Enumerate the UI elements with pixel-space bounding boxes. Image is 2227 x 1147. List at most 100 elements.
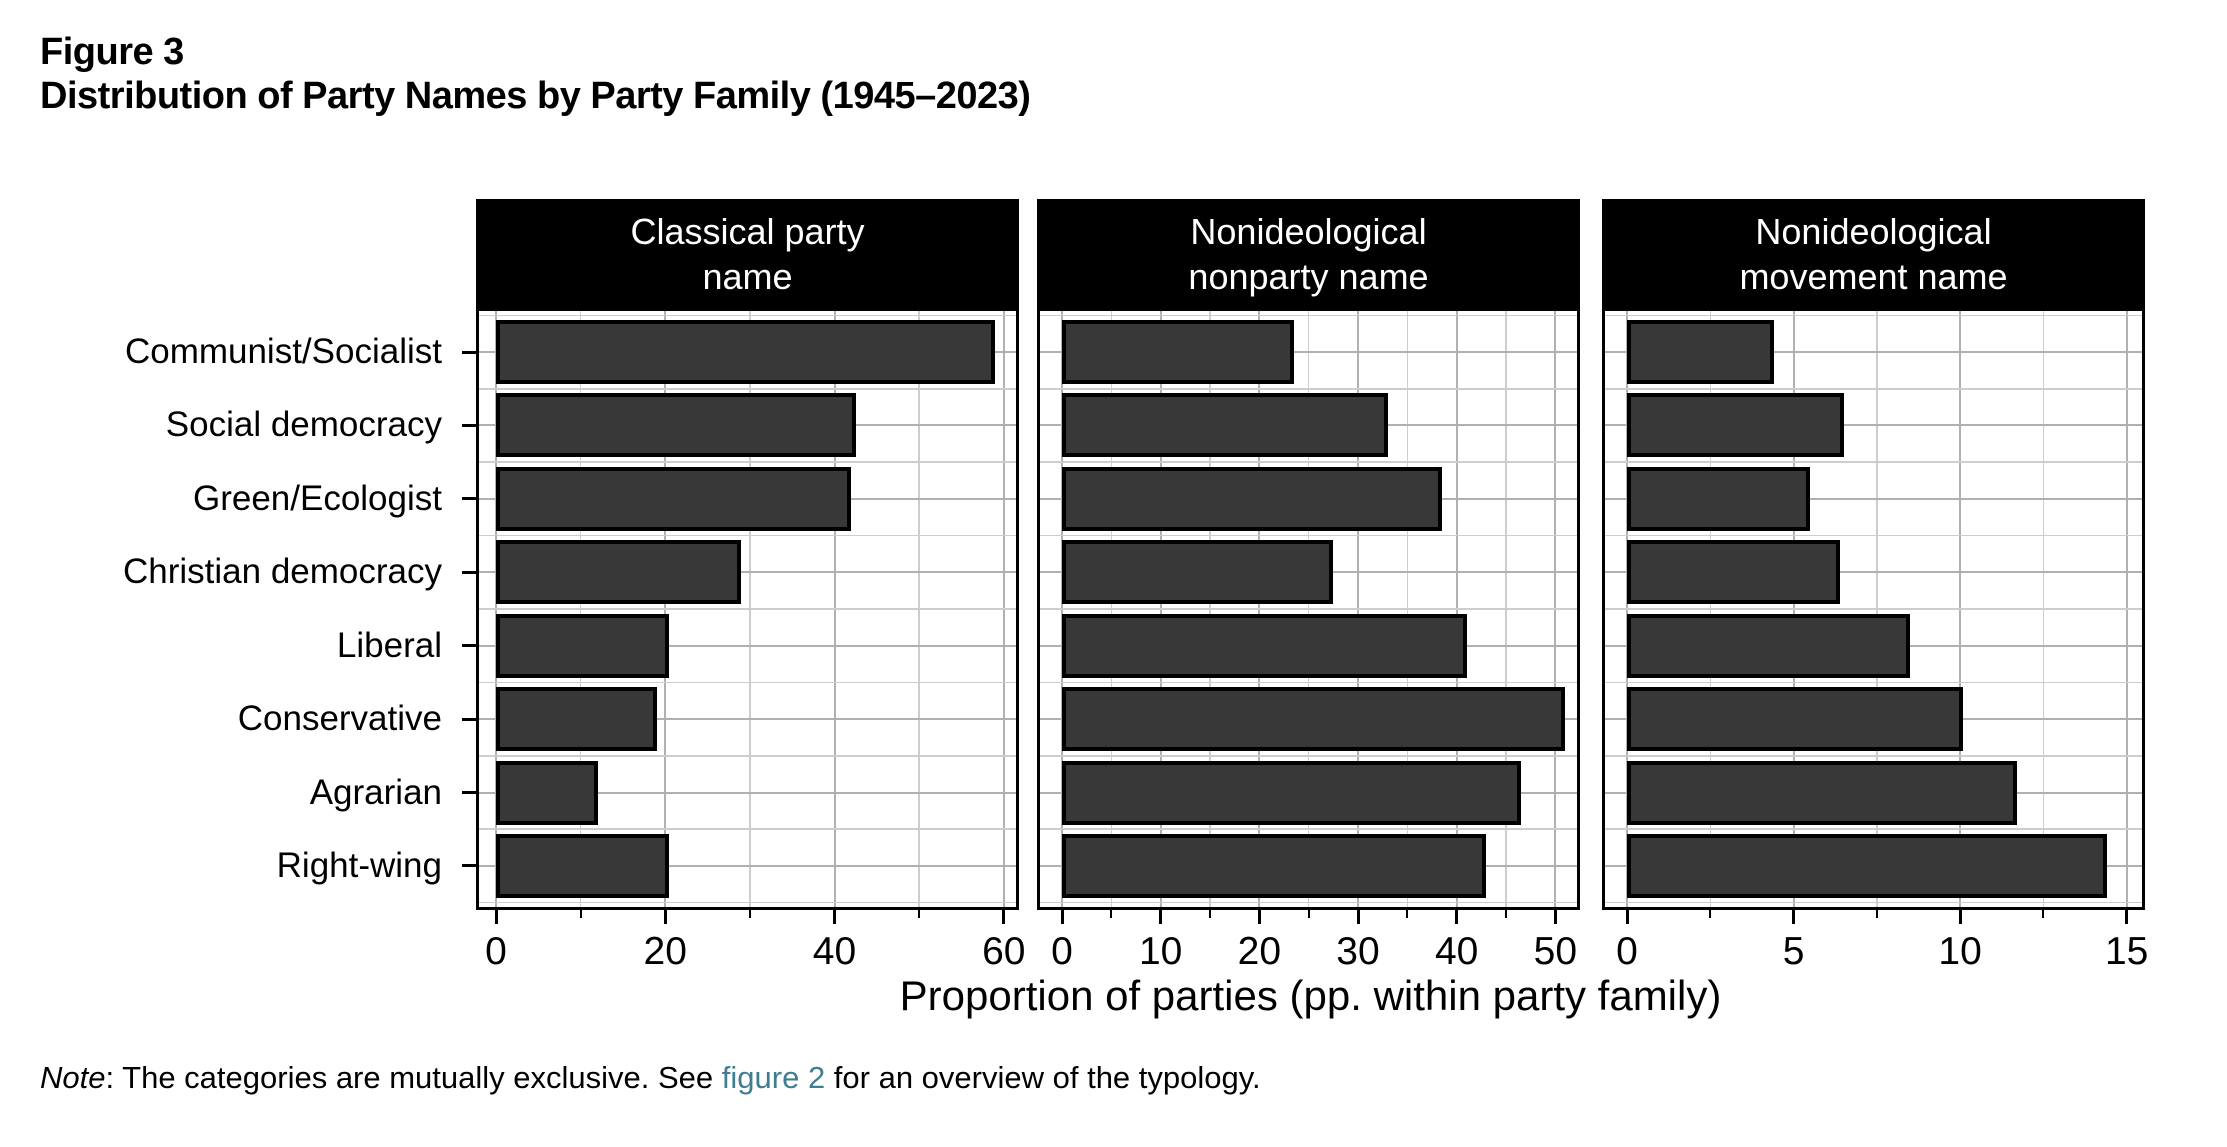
x-axis-minor-tick-1 bbox=[1209, 910, 1211, 918]
x-axis-minor-tick-1 bbox=[1406, 910, 1409, 918]
bar-green-ecologist-panel-0 bbox=[496, 466, 852, 531]
x-axis-tick-label-2-5: 5 bbox=[1782, 930, 1805, 973]
panel-header-line-0-0: Classical party bbox=[630, 210, 865, 252]
panel-header-1: Nonideological nonparty name bbox=[1037, 199, 1580, 308]
gridline-horizontal-major bbox=[476, 791, 1019, 794]
x-axis-tick-label-1-40: 40 bbox=[1434, 930, 1479, 973]
x-axis-tick-label-1-10: 10 bbox=[1138, 930, 1183, 973]
gridline-horizontal-major bbox=[476, 644, 1019, 647]
y-axis-tick-5 bbox=[462, 717, 476, 721]
bar-christian-democracy-panel-1 bbox=[1062, 540, 1334, 605]
panel-2: Nonideological movement name 0 5 10 15 bbox=[1602, 199, 2148, 973]
x-axis-tick-1-20 bbox=[1257, 910, 1261, 924]
x-axis-tick-2-15 bbox=[2125, 910, 2129, 924]
y-axis-label-7: Right-wing bbox=[276, 845, 442, 885]
y-axis-tick-0 bbox=[462, 350, 476, 354]
x-axis-tick-1-10 bbox=[1159, 910, 1163, 924]
x-axis-minor-tick-0 bbox=[579, 910, 582, 918]
gridline-horizontal-minor bbox=[476, 314, 1019, 317]
bar-right-wing-panel-1 bbox=[1062, 833, 1487, 898]
x-axis-minor-tick-2 bbox=[2042, 910, 2045, 918]
bar-christian-democracy-panel-0 bbox=[496, 540, 742, 605]
y-axis-label-6: Agrarian bbox=[309, 772, 442, 812]
x-axis-tick-0-60 bbox=[1002, 910, 1006, 924]
gridline-horizontal-minor bbox=[1602, 901, 2145, 904]
x-axis-title: Proportion of parties (pp. within party … bbox=[899, 972, 1722, 1019]
panel-header-line-2-0: Nonideological bbox=[1755, 210, 1992, 252]
bar-liberal-panel-0 bbox=[496, 613, 670, 678]
y-axis-tick-4 bbox=[462, 644, 476, 648]
panel-header-line-0-1: name bbox=[702, 255, 793, 297]
x-axis-tick-1-30 bbox=[1356, 910, 1360, 924]
gridline-horizontal-minor bbox=[476, 534, 1019, 537]
y-axis-label-3: Christian democracy bbox=[123, 552, 442, 592]
y-axis-label-5: Conservative bbox=[237, 699, 442, 739]
figure-2-link[interactable]: figure 2 bbox=[721, 1060, 826, 1095]
x-axis-tick-label-2-10: 10 bbox=[1938, 930, 1982, 973]
x-axis-minor-tick-2 bbox=[1875, 910, 1878, 918]
gridline-horizontal-minor bbox=[1037, 534, 1580, 537]
x-axis-tick-label-1-50: 50 bbox=[1533, 930, 1578, 973]
panel-plot-0 bbox=[476, 308, 1019, 910]
panel-0: Classical party name 0 20 40 60 bbox=[476, 199, 1025, 973]
panel-plot-1 bbox=[1037, 308, 1580, 910]
y-axis-label-4: Liberal bbox=[336, 625, 442, 665]
gridline-horizontal-minor bbox=[476, 901, 1019, 904]
x-axis-minor-tick-1 bbox=[1307, 910, 1310, 918]
x-axis-tick-2-5 bbox=[1792, 910, 1796, 924]
note-body: : The categories are mutually exclusive.… bbox=[105, 1060, 722, 1095]
figure-title: Distribution of Party Names by Party Fam… bbox=[40, 75, 1031, 117]
y-axis-label-1: Social democracy bbox=[165, 405, 442, 445]
y-axis-label-2: Green/Ecologist bbox=[192, 478, 442, 518]
gridline-horizontal-minor bbox=[1602, 388, 2145, 390]
bar-right-wing-panel-0 bbox=[496, 833, 670, 898]
x-axis-tick-1-50 bbox=[1553, 910, 1557, 924]
gridline-horizontal-minor bbox=[1037, 314, 1580, 317]
panel-header-0: Classical party name bbox=[476, 199, 1019, 308]
panel-header-line-1-0: Nonideological bbox=[1190, 210, 1427, 252]
x-axis-tick-0-40 bbox=[833, 910, 836, 924]
y-axis-label-0: Communist/Socialist bbox=[124, 332, 442, 372]
x-axis-tick-label-0-60: 60 bbox=[982, 930, 1026, 973]
gridline-horizontal-minor bbox=[1602, 681, 2145, 684]
panel-plot-2 bbox=[1602, 308, 2145, 910]
bar-conservative-panel-1 bbox=[1062, 687, 1566, 752]
bar-agrarian-panel-0 bbox=[496, 760, 598, 825]
x-axis-tick-label-0-20: 20 bbox=[643, 930, 687, 973]
bar-social-democracy-panel-1 bbox=[1062, 393, 1388, 458]
bar-agrarian-panel-2 bbox=[1627, 760, 2017, 825]
x-axis-tick-label-1-30: 30 bbox=[1336, 930, 1380, 973]
x-axis-tick-label-1-20: 20 bbox=[1237, 930, 1282, 973]
y-axis-tick-7 bbox=[462, 864, 476, 868]
gridline-horizontal-minor bbox=[476, 608, 1019, 610]
bar-communist-socialist-panel-0 bbox=[496, 320, 996, 385]
gridline-horizontal-minor bbox=[1037, 608, 1580, 610]
gridline-horizontal-major bbox=[1602, 497, 2145, 500]
figure-title-block: Figure 3 Distribution of Party Names by … bbox=[40, 30, 1031, 118]
x-axis-tick-label-2-15: 15 bbox=[2104, 930, 2149, 973]
gridline-horizontal-minor bbox=[1602, 461, 2145, 463]
x-axis-minor-tick-1 bbox=[1110, 910, 1113, 918]
x-axis-tick-label-1-0: 0 bbox=[1051, 930, 1073, 973]
panel-header-2: Nonideological movement name bbox=[1602, 199, 2145, 308]
x-axis-tick-0-20 bbox=[663, 910, 667, 924]
gridline-horizontal-minor bbox=[476, 461, 1019, 463]
x-axis-tick-0-0 bbox=[494, 910, 498, 924]
panel-1: Nonideological nonparty name 0 10 20 30 40 50 bbox=[1037, 199, 1580, 973]
x-axis-tick-2-10 bbox=[1958, 910, 1962, 924]
x-axis-minor-tick-1 bbox=[1505, 910, 1507, 918]
bar-social-democracy-panel-0 bbox=[496, 393, 856, 458]
note-word: Note bbox=[40, 1060, 106, 1095]
bar-agrarian-panel-1 bbox=[1062, 760, 1521, 825]
gridline-horizontal-major bbox=[476, 571, 1019, 574]
gridline-horizontal-minor bbox=[1037, 901, 1580, 904]
y-axis-tick-2 bbox=[462, 497, 476, 501]
gridline-horizontal-major bbox=[476, 864, 1019, 867]
bar-communist-socialist-panel-1 bbox=[1062, 320, 1294, 385]
gridline-horizontal-minor bbox=[1037, 681, 1580, 684]
x-axis-tick-label-2-0: 0 bbox=[1616, 930, 1638, 973]
x-axis-minor-tick-0 bbox=[748, 910, 751, 918]
figure-label: Figure 3 bbox=[40, 31, 184, 73]
